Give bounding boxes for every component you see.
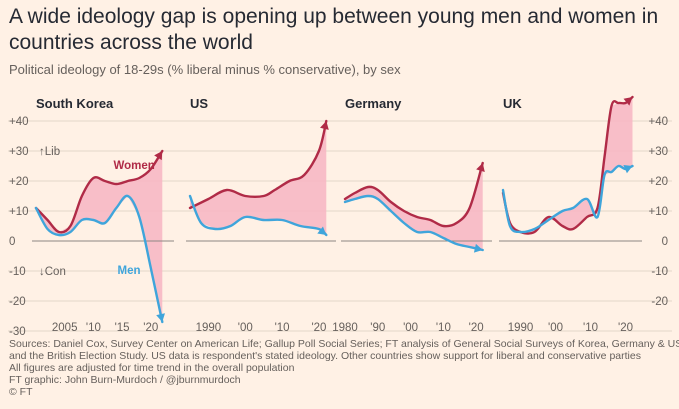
men-arrow — [156, 313, 165, 322]
y-tick-label-left: -20 — [9, 296, 26, 308]
copyright: © FT — [9, 386, 33, 398]
x-tick-label: '15 — [115, 322, 130, 334]
graphic-credit: FT graphic: John Burn-Murdoch / @jburnmu… — [9, 374, 241, 386]
x-tick-label: '90 — [370, 322, 385, 334]
women-line — [343, 161, 484, 228]
x-tick-label: '00 — [548, 322, 563, 334]
women-arrow — [320, 121, 329, 130]
chart-title: A wide ideology gap is opening up betwee… — [9, 5, 659, 54]
x-tick-label: 1990 — [508, 322, 534, 334]
y-tick-label-right: 0 — [662, 236, 668, 248]
y-tick-label-left: -30 — [9, 326, 26, 338]
y-tick-label-right: -20 — [651, 296, 668, 308]
panel-uk: UK 1990 '00 '10 '20 — [499, 95, 642, 334]
y-tick-label-right: -10 — [651, 266, 668, 278]
y-tick-label-left: +20 — [9, 176, 29, 188]
panel-us: US 1990 '00 '10 '20 — [186, 96, 336, 334]
panel-title: Germany — [345, 96, 402, 111]
men-arrow — [317, 226, 327, 235]
x-tick-label: 2005 — [52, 322, 78, 334]
panel-title: South Korea — [36, 96, 114, 111]
y-tick-label-right: +40 — [648, 116, 668, 128]
gap-area — [345, 163, 483, 250]
x-tick-label: '00 — [238, 322, 253, 334]
x-tick-label: '20 — [311, 322, 326, 334]
x-tick-label: '20 — [143, 322, 158, 334]
x-tick-label: '10 — [86, 322, 101, 334]
x-tick-label: '00 — [403, 322, 418, 334]
x-tick-label: '20 — [618, 322, 633, 334]
men-line — [34, 194, 164, 324]
x-tick-label: 1980 — [332, 322, 358, 334]
y-tick-label-right: +20 — [648, 176, 668, 188]
y-tick-label-right: +10 — [648, 206, 668, 218]
y-tick-label-right: +30 — [648, 146, 668, 158]
men-line — [501, 164, 634, 234]
chart-notes: Sources: Daniel Cox, Survey Center on Am… — [9, 338, 679, 398]
x-tick-label: '10 — [583, 322, 598, 334]
adjustment-note: All figures are adjusted for time trend … — [9, 362, 295, 374]
x-tick-label: '10 — [275, 322, 290, 334]
panel-south-korea: South Korea 2005 '10 '15 '20 Women Men — [32, 96, 174, 334]
panel-title: US — [190, 96, 208, 111]
men-label: Men — [117, 265, 140, 277]
x-tick-label: 1990 — [196, 322, 222, 334]
y-tick-label-left: +40 — [9, 116, 29, 128]
gap-area — [36, 151, 163, 322]
panel-title: UK — [503, 96, 522, 111]
y-tick-label-left: +10 — [9, 206, 29, 218]
gap-area — [190, 121, 327, 235]
source-note-cont: and the British Election Study. US data … — [9, 350, 641, 362]
women-arrow — [623, 97, 633, 106]
x-tick-label: '20 — [469, 322, 484, 334]
x-tick-label: '10 — [436, 322, 451, 334]
women-arrow — [154, 151, 163, 161]
women-label: Women — [113, 160, 154, 172]
men-arrow — [623, 165, 633, 174]
chart-subtitle: Political ideology of 18-29s (% liberal … — [9, 62, 401, 77]
men-arrow — [473, 243, 483, 253]
men-line — [188, 194, 328, 237]
con-annotation: ↓Con — [39, 266, 66, 278]
gap-area — [503, 97, 633, 232]
y-tick-label-left: -10 — [9, 266, 26, 278]
y-tick-label-left: +30 — [9, 146, 29, 158]
women-arrow — [476, 163, 485, 172]
women-line — [34, 149, 164, 234]
y-tick-label-left: 0 — [9, 236, 15, 248]
lib-annotation: ↑Lib — [39, 146, 60, 158]
panel-germany: Germany 1980 '90 '00 '10 '20 — [332, 96, 492, 334]
source-note: Sources: Daniel Cox, Survey Center on Am… — [9, 338, 679, 350]
women-line — [188, 119, 328, 210]
men-line — [343, 194, 484, 252]
